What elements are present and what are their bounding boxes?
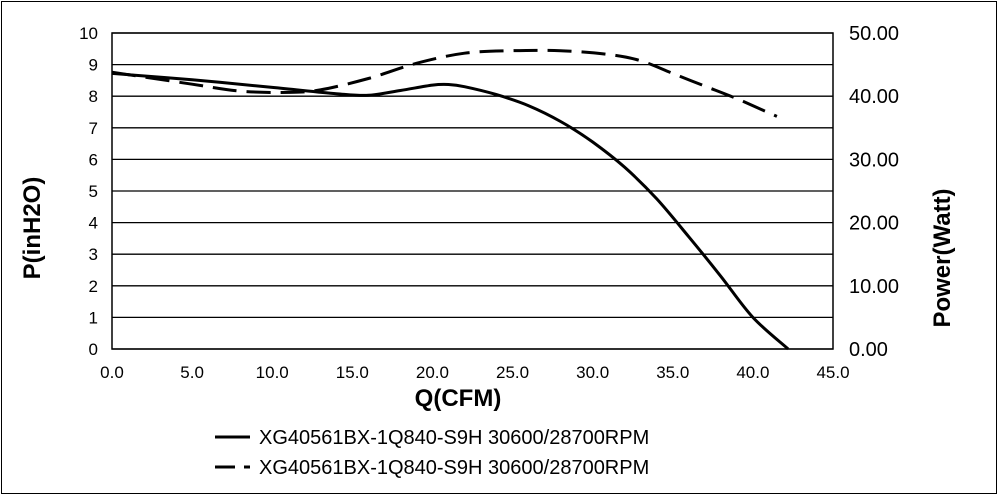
left-y-tick-label: 8 [89, 87, 98, 106]
right-y-tick-label: 10.00 [849, 276, 899, 298]
series-lines [111, 48, 790, 351]
x-tick-label: 40.0 [736, 363, 769, 382]
x-tick-label: 30.0 [576, 363, 609, 382]
x-tick-label: 45.0 [816, 363, 849, 382]
right-y-tick-labels: 0.00 10.00 20.00 30.00 40.00 50.00 [849, 23, 899, 361]
right-y-tick-label: 40.00 [849, 86, 899, 108]
left-y-tick-label: 7 [89, 119, 98, 138]
legend-label-solid: XG40561BX-1Q840-S9H 30600/28700RPM [259, 427, 649, 449]
right-y-tick-label: 0.00 [849, 339, 888, 361]
right-y-tick-label: 20.00 [849, 213, 899, 235]
right-y-tick-label: 50.00 [849, 23, 899, 45]
x-tick-label: 5.0 [180, 363, 204, 382]
x-axis-title: Q(CFM) [415, 385, 502, 412]
gridlines [112, 32, 833, 350]
left-y-tick-labels: 0 1 2 3 4 5 6 7 8 9 10 [79, 24, 98, 359]
left-y-tick-label: 1 [89, 308, 98, 327]
left-y-tick-label: 9 [89, 56, 98, 75]
x-tick-label: 0.0 [100, 363, 124, 382]
pressure-curve-solid [111, 71, 790, 351]
left-y-tick-label: 3 [89, 245, 98, 264]
left-y-tick-label: 6 [89, 150, 98, 169]
right-y-tick-label: 30.00 [849, 149, 899, 171]
x-tick-label: 35.0 [656, 363, 689, 382]
x-tick-label: 10.0 [256, 363, 289, 382]
plot-area [111, 32, 834, 350]
plot-border [111, 32, 834, 350]
right-y-axis-title: Power(Watt) [929, 188, 956, 327]
x-tick-label: 20.0 [416, 363, 449, 382]
left-y-tick-label: 2 [89, 277, 98, 296]
left-y-axis-title: P(inH2O) [19, 177, 46, 280]
left-y-tick-label: 0 [89, 340, 98, 359]
left-y-tick-label: 10 [79, 24, 98, 43]
legend: XG40561BX-1Q840-S9H 30600/28700RPM XG405… [215, 427, 649, 479]
x-tick-labels: 0.0 5.0 10.0 15.0 20.0 25.0 30.0 35.0 40.0 45.0 [100, 363, 849, 382]
legend-label-dashed: XG40561BX-1Q840-S9H 30600/28700RPM [259, 457, 649, 479]
left-y-tick-label: 4 [89, 214, 98, 233]
x-tick-label: 15.0 [336, 363, 369, 382]
x-tick-label: 25.0 [496, 363, 529, 382]
left-y-tick-label: 5 [89, 182, 98, 201]
power-curve-dashed [111, 48, 778, 118]
